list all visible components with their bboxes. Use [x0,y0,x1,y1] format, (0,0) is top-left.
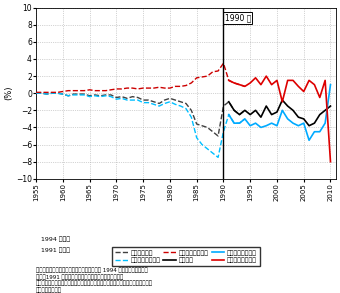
Text: 備考：国際収支（旧系列）の長期資本収支は 1994 年まで、資本収支は
　　　1991 年以降取れたため、４年間は重複させた。
資料：日本銀行「国際収支統計」、: 備考：国際収支（旧系列）の長期資本収支は 1994 年まで、資本収支は 1991… [36,268,153,293]
Legend: 長期資本収支, 資産（本邦資本）, 負債（外国資本）, 投資収支, 資産（投資収支）, 負債（投資収支）: 長期資本収支, 資産（本邦資本）, 負債（外国資本）, 投資収支, 資産（投資収… [112,247,260,266]
Text: 1990 年: 1990 年 [224,14,251,23]
Text: 1991 年以降: 1991 年以降 [40,247,70,253]
Text: 1994 年以前: 1994 年以前 [40,237,70,242]
Y-axis label: (%): (%) [4,86,13,100]
